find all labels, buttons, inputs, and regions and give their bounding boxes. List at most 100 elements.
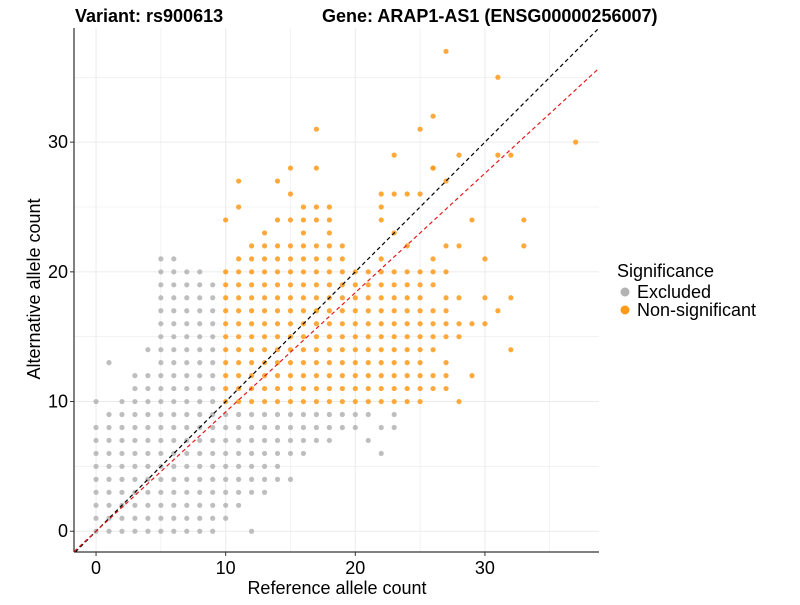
point-non-significant [287,373,294,379]
point-excluded [210,515,216,521]
point-excluded [261,489,268,495]
point-non-significant [223,360,229,366]
point-excluded [106,411,112,418]
point-non-significant [261,243,268,249]
point-excluded [171,463,177,469]
point-excluded [365,437,371,444]
point-non-significant [326,347,332,353]
point-non-significant [404,347,410,353]
point-excluded [132,398,138,405]
point-excluded [210,398,216,405]
point-excluded [93,476,99,482]
point-excluded [223,476,229,482]
point-excluded [210,334,216,340]
point-excluded [326,411,332,418]
point-non-significant [573,139,579,145]
point-non-significant [236,398,242,405]
point-non-significant [287,321,294,327]
point-excluded [236,502,242,508]
point-excluded [93,515,99,521]
point-excluded [339,411,345,418]
point-excluded [184,308,190,314]
point-excluded [171,411,177,418]
point-excluded [197,347,203,353]
point-excluded [300,411,307,418]
point-non-significant [300,308,307,314]
point-excluded [171,515,177,521]
point-excluded [106,360,112,366]
point-non-significant [339,308,345,314]
point-excluded [210,463,216,469]
point-non-significant [248,321,255,327]
point-non-significant [313,256,320,262]
point-non-significant [365,334,371,340]
point-non-significant [417,191,423,197]
point-non-significant [326,334,332,340]
point-non-significant [261,256,268,262]
point-non-significant [378,334,384,340]
legend-swatch-non-significant [620,305,630,315]
point-excluded [106,437,112,444]
point-non-significant [469,373,475,379]
point-non-significant [313,373,320,379]
point-non-significant [378,295,384,301]
legend-title: Significance [617,261,714,281]
x-axis-title: Reference allele count [247,578,426,598]
point-non-significant [404,295,410,301]
point-non-significant [223,282,229,288]
point-excluded [223,424,229,431]
point-non-significant [365,347,371,353]
point-excluded [223,463,229,469]
point-excluded [119,450,125,457]
point-excluded [145,502,151,508]
point-non-significant [248,295,255,301]
legend-label-non-significant: Non-significant [637,300,756,320]
point-excluded [210,321,216,327]
point-non-significant [223,217,229,223]
point-non-significant [339,398,345,405]
point-non-significant [378,256,384,262]
point-non-significant [300,230,307,236]
point-non-significant [391,191,397,197]
point-non-significant [248,256,255,262]
point-excluded [197,360,203,366]
point-non-significant [223,308,229,314]
point-excluded [93,463,99,469]
point-non-significant [365,308,371,314]
point-excluded [197,398,203,405]
point-non-significant [456,152,462,158]
point-non-significant [352,334,358,340]
point-non-significant [404,360,410,366]
point-non-significant [248,243,255,249]
point-excluded [261,450,268,457]
point-excluded [158,450,164,457]
point-excluded [352,411,358,418]
point-non-significant [274,217,281,223]
point-excluded [119,489,125,495]
point-excluded [197,295,203,301]
point-non-significant [456,321,462,327]
point-excluded [171,295,177,301]
point-non-significant [417,308,423,314]
point-excluded [171,502,177,508]
point-excluded [171,269,177,275]
point-excluded [119,424,125,431]
point-excluded [210,347,216,353]
point-excluded [287,424,294,431]
point-non-significant [378,373,384,379]
point-non-significant [261,230,268,236]
point-non-significant [365,282,371,288]
point-non-significant [236,256,242,262]
point-excluded [171,528,177,534]
point-non-significant [365,295,371,301]
point-non-significant [365,373,371,379]
point-non-significant [326,385,332,392]
point-excluded [210,502,216,508]
point-non-significant [313,295,320,301]
point-non-significant [378,308,384,314]
point-excluded [132,411,138,418]
point-excluded [93,437,99,444]
point-non-significant [274,308,281,314]
point-excluded [145,385,151,392]
point-excluded [197,282,203,288]
